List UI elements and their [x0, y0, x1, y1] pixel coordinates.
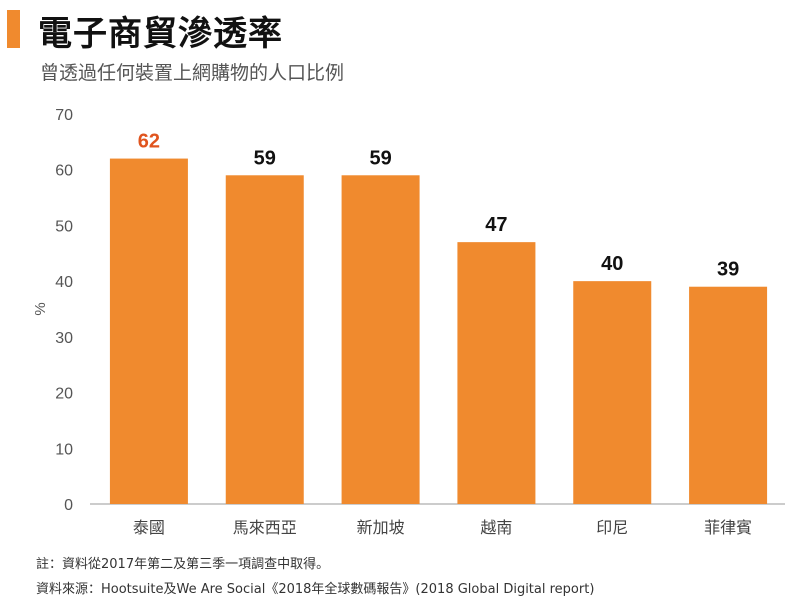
bar-value-label: 40 [601, 253, 623, 275]
source-note: 資料來源：Hootsuite及We Are Social《2018年全球數碼報告… [36, 582, 595, 597]
bar [109, 158, 188, 505]
x-tick-label: 菲律賓 [704, 518, 752, 537]
x-tick-label: 馬來西亞 [233, 518, 297, 537]
bar [457, 242, 536, 504]
y-tick-label: 10 [55, 441, 73, 458]
bar-value-label: 47 [485, 214, 507, 236]
bar [225, 175, 304, 505]
y-tick-label: 20 [55, 386, 73, 403]
bar [573, 281, 652, 504]
bar [689, 286, 768, 504]
bar-value-label: 39 [717, 259, 739, 281]
chart-title: 電子商貿滲透率 [38, 14, 283, 54]
x-tick-label: 泰國 [133, 518, 165, 537]
x-tick-label: 印尼 [596, 518, 628, 537]
footnote: 註：資料從2017年第二及第三季一項調查中取得。 [36, 557, 330, 572]
x-tick-label: 新加坡 [357, 518, 405, 537]
bar [341, 175, 420, 505]
y-tick-label: 50 [55, 218, 73, 235]
y-axis-label: % [32, 302, 49, 315]
y-tick-label: 60 [55, 163, 73, 180]
y-tick-label: 0 [64, 497, 73, 514]
bar-value-label: 59 [369, 147, 391, 169]
bar-value-label: 62 [138, 131, 160, 153]
chart-subtitle: 曾透過任何裝置上網購物的人口比例 [40, 62, 345, 84]
y-tick-label: 70 [55, 107, 73, 124]
y-tick-label: 40 [55, 274, 73, 291]
x-tick-label: 越南 [480, 518, 512, 537]
y-tick-label: 30 [55, 330, 73, 347]
bar-value-label: 59 [254, 147, 276, 169]
title-accent-bar [7, 10, 20, 48]
